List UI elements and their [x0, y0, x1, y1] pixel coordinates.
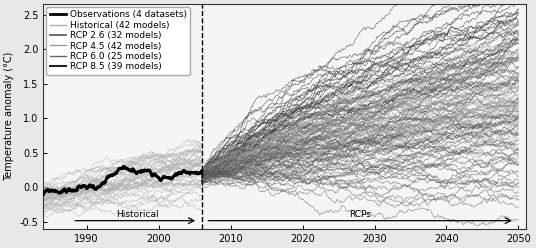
Legend: Observations (4 datasets), Historical (42 models), RCP 2.6 (32 models), RCP 4.5 : Observations (4 datasets), Historical (4… [46, 7, 190, 75]
Y-axis label: Temperature anomaly (°C): Temperature anomaly (°C) [4, 52, 14, 181]
Text: Historical: Historical [116, 210, 158, 218]
Text: RCPs: RCPs [349, 210, 371, 218]
